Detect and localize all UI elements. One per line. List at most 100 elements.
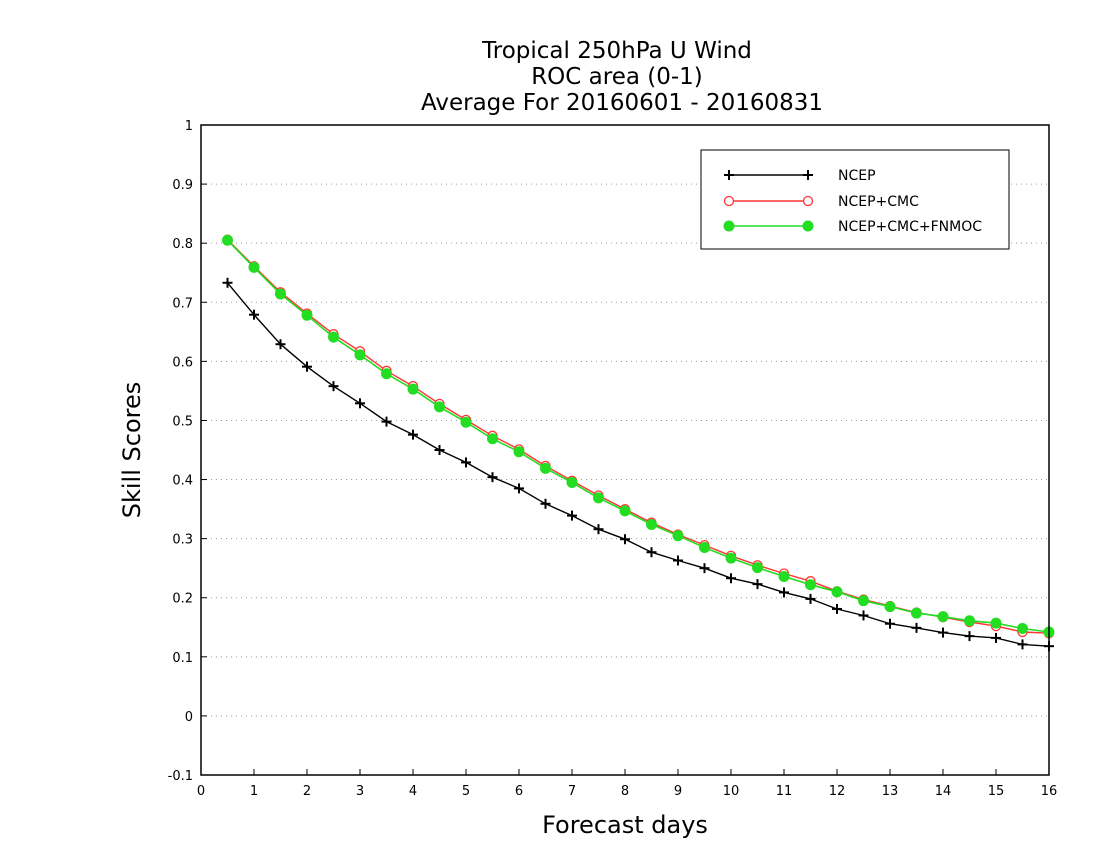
legend-label: NCEP+CMC+FNMOC: [838, 219, 982, 235]
y-tick-label: -0.1: [168, 769, 193, 784]
legend-label: NCEP+CMC: [838, 194, 919, 210]
data-point: [275, 339, 286, 350]
legend-marker: [802, 220, 814, 232]
y-tick-label: 1: [185, 119, 193, 134]
data-point: [381, 416, 392, 427]
data-point: [514, 483, 524, 494]
data-point: [779, 587, 789, 598]
series-3: [222, 234, 1055, 638]
legend-marker: [724, 170, 734, 180]
data-point: [407, 383, 419, 395]
y-axis: -0.1 0 0.1 0.2 0.3 0.4 0.5 0.6 0.7 0.8 0.9 1: [168, 119, 207, 784]
data-point: [673, 555, 683, 566]
data-point: [646, 518, 657, 530]
x-tick-label: 16: [1041, 784, 1058, 799]
series-line: [227, 239, 1050, 634]
data-point: [566, 477, 578, 488]
data-point: [1017, 639, 1028, 650]
data-point: [831, 586, 843, 598]
x-tick-label: 12: [829, 784, 846, 799]
y-tick-label: 0.8: [172, 237, 193, 252]
legend-entry: NCEP: [724, 168, 876, 184]
data-point: [646, 547, 657, 558]
data-point: [752, 579, 763, 590]
title-line-1: Tropical 250hPa U Wind: [481, 38, 752, 64]
data-point: [672, 530, 684, 542]
x-tick-label: 11: [776, 784, 793, 799]
x-tick-label: 8: [621, 784, 629, 799]
data-point: [885, 618, 895, 629]
x-tick-label: 4: [409, 784, 417, 799]
chart-title: Tropical 250hPa U Wind ROC area (0-1) Av…: [421, 38, 823, 116]
x-tick-label: 13: [882, 784, 899, 799]
y-tick-label: 0.7: [172, 296, 193, 311]
y-axis-label: Skill Scores: [118, 382, 146, 519]
data-point: [1017, 622, 1028, 634]
data-point: [302, 361, 312, 372]
legend: NCEP NCEP+CMC NCEP+CMC+FNMOC: [700, 149, 1010, 250]
data-point: [805, 593, 816, 604]
x-tick-label: 14: [935, 784, 952, 799]
data-point: [434, 445, 445, 455]
data-point: [222, 234, 233, 246]
x-tick-label: 10: [723, 784, 740, 799]
x-tick-label: 2: [303, 784, 311, 799]
data-point: [726, 573, 736, 584]
data-point: [408, 429, 418, 440]
data-point: [355, 398, 365, 409]
data-point: [328, 331, 339, 343]
legend-marker: [723, 195, 735, 207]
legend-box: [700, 149, 1010, 250]
y-tick-label: 0.4: [172, 474, 193, 489]
series-group: [222, 234, 1055, 652]
data-point: [937, 611, 949, 623]
data-point: [593, 524, 604, 535]
x-tick-label: 1: [250, 784, 258, 799]
title-line-3: Average For 20160601 - 20160831: [421, 90, 823, 116]
y-tick-label: 0.9: [172, 178, 193, 193]
series-2: [222, 234, 1055, 639]
x-tick-label: 9: [674, 784, 682, 799]
legend-marker: [723, 220, 735, 232]
data-point: [832, 603, 842, 614]
data-point: [434, 401, 445, 413]
y-tick-label: 0.3: [172, 533, 193, 548]
y-tick-label: 0.5: [172, 414, 193, 429]
data-point: [858, 595, 869, 607]
data-point: [964, 615, 975, 627]
data-point: [990, 617, 1002, 629]
y-tick-label: 0.2: [172, 592, 193, 607]
x-tick-label: 3: [356, 784, 364, 799]
data-point: [275, 288, 286, 300]
data-point: [805, 579, 816, 591]
data-point: [620, 534, 630, 545]
y-tick-label: 0.6: [172, 355, 193, 370]
data-point: [778, 570, 790, 582]
data-point: [964, 631, 975, 642]
data-point: [249, 309, 259, 320]
data-point: [699, 542, 710, 553]
title-line-2: ROC area (0-1): [531, 64, 703, 90]
data-point: [991, 632, 1001, 643]
y-tick-label: 0.1: [172, 651, 193, 666]
x-axis-label: Forecast days: [542, 811, 708, 839]
series-1: [222, 277, 1054, 652]
legend-marker: [803, 170, 813, 180]
data-point: [354, 349, 366, 361]
legend-entry: NCEP+CMC+FNMOC: [723, 219, 982, 235]
data-point: [938, 627, 948, 638]
data-point: [513, 446, 525, 458]
data-point: [540, 498, 551, 509]
data-point: [381, 368, 392, 380]
data-point: [540, 462, 551, 474]
data-point: [301, 309, 313, 321]
data-point: [328, 381, 339, 392]
data-point: [725, 552, 737, 564]
x-tick-label: 6: [515, 784, 523, 799]
x-tick-label: 0: [197, 784, 205, 799]
x-tick-label: 5: [462, 784, 470, 799]
data-point: [460, 416, 472, 428]
data-point: [619, 505, 631, 517]
legend-entry: NCEP+CMC: [723, 194, 919, 210]
